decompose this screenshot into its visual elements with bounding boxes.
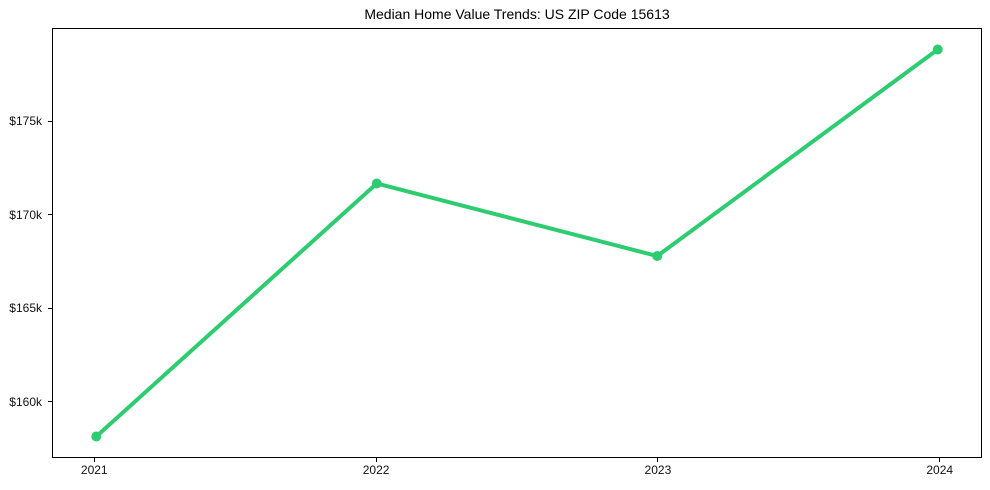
x-tick-mark <box>375 458 377 462</box>
x-tick-label: 2023 <box>644 463 672 477</box>
x-tick-mark <box>93 458 95 462</box>
x-tick-label: 2022 <box>362 463 390 477</box>
data-point-2024 <box>932 44 943 55</box>
y-tick-label: $175k <box>9 114 42 129</box>
y-tick-label: $165k <box>9 301 42 316</box>
y-tick-label: $160k <box>9 394 42 409</box>
plot-area <box>52 28 982 458</box>
chart-title: Median Home Value Trends: US ZIP Code 15… <box>364 6 670 22</box>
y-tick-label: $170k <box>9 207 42 222</box>
trend-line-svg <box>91 44 943 442</box>
y-tick-mark <box>48 401 52 403</box>
data-point-2023 <box>652 251 663 262</box>
x-tick-label: 2021 <box>80 463 108 477</box>
y-tick-mark <box>48 120 52 122</box>
x-tick-mark <box>657 458 659 462</box>
x-tick-label: 2024 <box>926 463 954 477</box>
y-tick-mark <box>48 307 52 309</box>
y-tick-mark <box>48 214 52 216</box>
trend-line <box>94 47 940 439</box>
data-point-2022 <box>371 178 382 189</box>
x-tick-mark <box>939 458 941 462</box>
data-point-2021 <box>91 431 102 442</box>
